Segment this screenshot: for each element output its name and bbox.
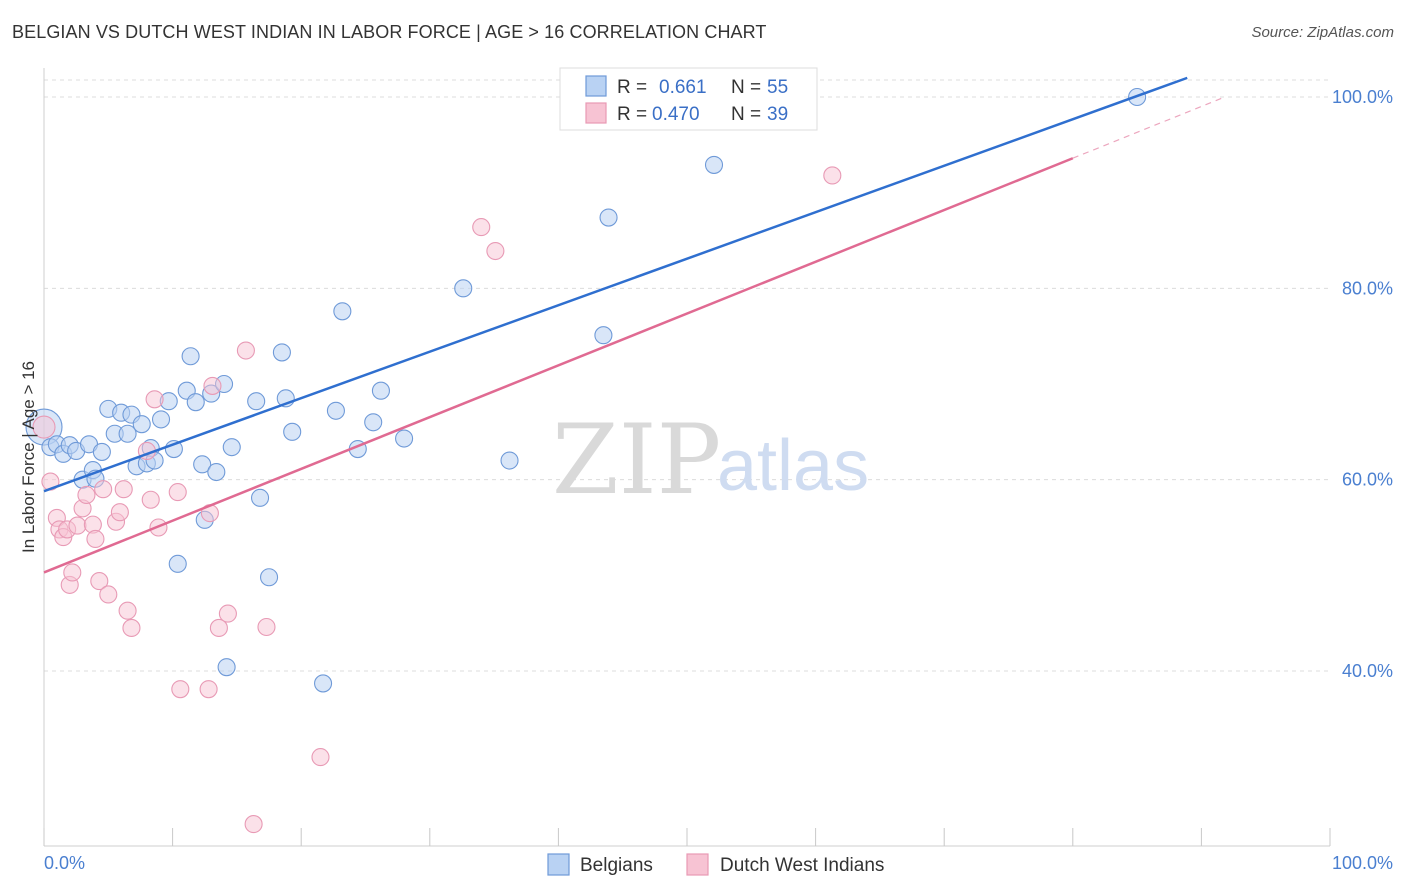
belgians-point	[186, 393, 205, 412]
dutch-west-indians-point	[145, 390, 164, 409]
belgians-point	[132, 415, 151, 434]
dutch-west-indians-point	[203, 376, 222, 395]
dutch-west-indians-point	[171, 680, 190, 699]
dutch-west-indians-point	[199, 680, 218, 699]
belgians-point	[222, 438, 241, 457]
dutch-west-indians-point	[99, 585, 118, 604]
series-legend-swatch-belgians	[547, 853, 570, 876]
y-tick-label-100: 100.0%	[1332, 87, 1393, 107]
belgians-point	[151, 410, 171, 429]
dutch-west-indians-point	[63, 563, 82, 582]
belgians-point	[217, 658, 236, 677]
dutch-west-indians-point	[94, 480, 113, 499]
dutch-west-indians-point	[218, 604, 237, 623]
dutch-west-indians-point	[110, 503, 129, 522]
dutch-west-indians-point	[257, 617, 276, 637]
belgians-point	[168, 554, 187, 573]
series-legend: Belgians Dutch West Indians	[547, 853, 884, 876]
correlation-legend: R = 0.661 N = 55 R = 0.470 N = 39	[559, 67, 818, 131]
dutch-west-indians-point	[90, 572, 109, 591]
legend-n-value-2: 39	[767, 104, 788, 125]
gridlines	[44, 79, 1330, 672]
watermark-atlas: atlas	[717, 426, 869, 506]
belgians-point	[371, 381, 390, 400]
dutch-west-indians-point	[86, 529, 105, 549]
belgians-point	[333, 302, 352, 321]
dutch-west-indians-point	[486, 241, 505, 261]
legend-r-label-2: R =	[617, 104, 647, 125]
series-legend-label-belgians: Belgians	[580, 855, 653, 876]
belgians-trend-line	[43, 76, 1188, 493]
dutch-west-indians-point	[236, 341, 255, 360]
dutch-west-indians-trend-extension	[1072, 97, 1223, 159]
belgians-point	[594, 326, 613, 345]
legend-r-label-1: R =	[617, 77, 647, 98]
belgians-point	[283, 422, 302, 441]
dutch-west-indians-point	[209, 618, 228, 638]
dutch-west-indians-point	[122, 618, 141, 638]
watermark-zip: ZIP	[552, 404, 721, 516]
x-tick-label-min: 0.0%	[44, 853, 85, 873]
x-tick-label-max: 100.0%	[1332, 853, 1393, 873]
dutch-west-indians-point	[244, 815, 263, 834]
belgians-point	[454, 279, 473, 298]
y-tick-label-60: 60.0%	[1342, 470, 1393, 490]
dutch-west-indians-point	[141, 490, 160, 509]
dutch-west-indians-point	[68, 516, 87, 535]
legend-n-label-1: N =	[731, 77, 761, 98]
series-legend-swatch-dutch	[686, 853, 709, 876]
dutch-west-indians-point	[472, 218, 491, 237]
series-legend-label-dutch: Dutch West Indians	[720, 855, 884, 876]
belgians-point	[207, 462, 226, 482]
legend-r-value-2: 0.470	[652, 104, 700, 125]
belgians-point	[193, 455, 212, 474]
legend-swatch-blue	[585, 75, 607, 97]
belgians-point	[314, 674, 333, 693]
watermark: ZIP atlas	[552, 404, 869, 516]
belgians-points	[25, 87, 1147, 693]
y-tick-labels: 40.0% 60.0% 80.0% 100.0%	[1332, 87, 1393, 681]
belgians-point	[599, 208, 618, 227]
belgians-point	[92, 442, 111, 461]
dutch-west-indians-points	[32, 166, 842, 834]
chart-source: Source: ZipAtlas.com	[1251, 24, 1394, 41]
belgians-point	[259, 568, 279, 587]
belgians-point	[326, 401, 345, 420]
dutch-west-indians-point	[77, 485, 96, 505]
y-tick-label-80: 80.0%	[1342, 278, 1393, 298]
dutch-west-indians-point	[114, 480, 133, 499]
belgians-point	[181, 347, 200, 366]
belgians-point	[500, 451, 519, 470]
belgians-point	[250, 488, 270, 507]
legend-r-value-1: 0.661	[659, 77, 707, 98]
belgians-point	[118, 424, 137, 443]
chart-title: BELGIAN VS DUTCH WEST INDIAN IN LABOR FO…	[12, 22, 767, 42]
belgians-point	[247, 392, 266, 411]
dutch-west-indians-trend-line	[43, 157, 1074, 574]
legend-n-value-1: 55	[767, 77, 788, 98]
legend-swatch-pink	[585, 102, 607, 124]
dutch-west-indians-point	[118, 601, 137, 620]
belgians-point	[364, 413, 383, 432]
dutch-west-indians-point	[168, 483, 187, 502]
dutch-west-indians-point	[823, 166, 842, 185]
belgians-point	[704, 155, 724, 174]
legend-n-label-2: N =	[731, 104, 761, 125]
trend-lines	[43, 76, 1223, 574]
y-tick-label-40: 40.0%	[1342, 661, 1393, 681]
x-ticks	[43, 828, 1331, 846]
belgians-point	[272, 343, 291, 362]
belgians-point	[395, 429, 414, 448]
dutch-west-indians-point	[311, 748, 330, 767]
dutch-west-indians-point	[32, 415, 56, 439]
y-axis-title: In Labor Force | Age > 16	[19, 361, 38, 553]
